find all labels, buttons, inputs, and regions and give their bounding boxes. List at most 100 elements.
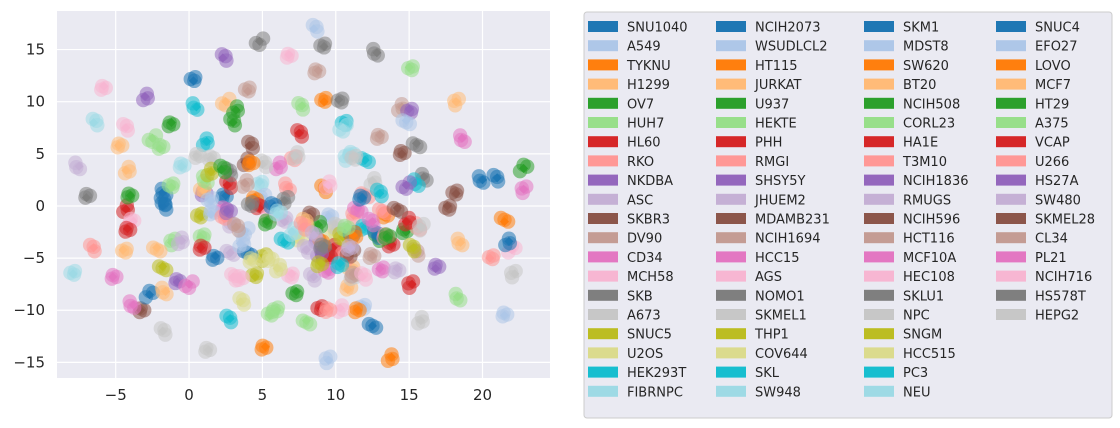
legend-item: NCIH716 [996, 270, 1092, 285]
legend-label: SNU1040 [627, 21, 688, 36]
legend-label: TYKNU [626, 59, 671, 74]
point-center-marker [158, 196, 168, 206]
legend-swatch [588, 213, 618, 224]
data-point [410, 309, 430, 331]
data-point [411, 216, 431, 238]
data-point [314, 90, 334, 109]
legend-swatch [716, 251, 746, 263]
point-center-marker [338, 123, 348, 133]
data-point [448, 286, 468, 308]
point-center-marker [184, 279, 194, 289]
legend-item: SKB [588, 289, 653, 304]
legend-label: NEU [903, 385, 930, 400]
data-point [304, 225, 324, 246]
legend-label: A549 [627, 40, 661, 55]
data-point [503, 263, 523, 285]
legend-swatch [588, 97, 618, 109]
y-tick-label: 0 [35, 197, 45, 215]
data-point [310, 255, 330, 274]
data-point [200, 190, 220, 209]
point-center-marker [144, 290, 154, 300]
data-point [336, 218, 356, 237]
y-tick-label: −10 [13, 301, 45, 319]
legend-label: DV90 [627, 232, 662, 247]
point-center-marker [297, 101, 307, 111]
legend-item: HUH7 [588, 117, 664, 132]
legend-swatch [864, 213, 894, 224]
data-point [195, 131, 215, 153]
legend-swatch [588, 385, 618, 397]
legend-item: NEU [864, 385, 930, 400]
data-point [371, 260, 391, 279]
data-point [290, 123, 309, 144]
legend-label: HEC108 [903, 270, 955, 285]
legend-label: HS27A [1035, 174, 1079, 189]
data-point [153, 190, 173, 212]
point-center-marker [404, 62, 414, 72]
legend-label: CD34 [627, 251, 663, 266]
data-point [276, 189, 296, 211]
point-center-marker [485, 253, 495, 263]
legend-swatch [716, 270, 746, 282]
legend-item: FIBRNPC [588, 385, 683, 400]
legend-item: THP1 [716, 328, 789, 343]
point-center-marker [206, 167, 216, 177]
point-center-marker [89, 243, 99, 253]
point-center-marker [221, 97, 231, 107]
legend-label: SW480 [1035, 193, 1081, 208]
legend-item: A375 [996, 117, 1069, 132]
point-center-marker [206, 196, 216, 206]
legend-item: A673 [588, 309, 661, 324]
legend-swatch [864, 97, 894, 109]
data-point [380, 347, 400, 368]
legend-item: SW480 [996, 193, 1081, 208]
point-center-marker [367, 251, 377, 261]
legend-item: COV644 [716, 347, 808, 362]
point-center-marker [114, 140, 124, 151]
y-tick-label: −15 [13, 353, 45, 371]
data-point [362, 247, 382, 266]
legend-label: T3M10 [902, 155, 947, 170]
legend-label: HT115 [755, 59, 798, 74]
point-center-marker [89, 118, 99, 128]
legend-label: HCC515 [903, 347, 956, 362]
legend-swatch [864, 309, 894, 320]
legend-item: SNUC5 [588, 328, 672, 343]
legend-swatch [588, 117, 618, 128]
point-center-marker [294, 128, 304, 138]
data-point [268, 155, 288, 177]
data-point [241, 154, 261, 173]
point-center-marker [121, 204, 131, 214]
data-point [318, 174, 338, 196]
data-point [151, 137, 171, 156]
legend-item: T3M10 [864, 155, 947, 170]
legend-label: VCAP [1035, 136, 1070, 151]
legend-swatch [588, 309, 618, 320]
legend-item: SKBR3 [588, 213, 670, 228]
data-point [188, 146, 208, 165]
data-point [237, 80, 257, 99]
legend-item: NCIH1694 [716, 232, 821, 247]
legend-item: SKLU1 [864, 289, 944, 304]
point-center-marker [510, 269, 520, 279]
legend-swatch [864, 385, 894, 397]
legend-swatch [996, 270, 1026, 282]
point-center-marker [161, 286, 171, 296]
data-point [185, 96, 205, 117]
data-point [154, 280, 174, 302]
legend-label: SW948 [755, 385, 801, 400]
x-tick-label: 15 [400, 386, 419, 404]
data-point [330, 256, 350, 275]
legend-label: HL60 [627, 136, 661, 151]
legend-item: SNU1040 [588, 21, 688, 36]
legend-label: MCF10A [903, 251, 956, 266]
data-point [226, 99, 246, 120]
legend-label: HA1E [903, 136, 938, 151]
legend: SNU1040 A549 TYKNU H1299 OV7 HUH7 HL60 RKO NKDBA… [583, 11, 1113, 419]
legend-item: SNUC4 [996, 21, 1080, 36]
data-point [214, 91, 237, 113]
legend-label: HCC15 [755, 251, 799, 266]
data-point [145, 240, 168, 259]
point-center-marker [301, 245, 311, 255]
data-point [291, 95, 311, 117]
